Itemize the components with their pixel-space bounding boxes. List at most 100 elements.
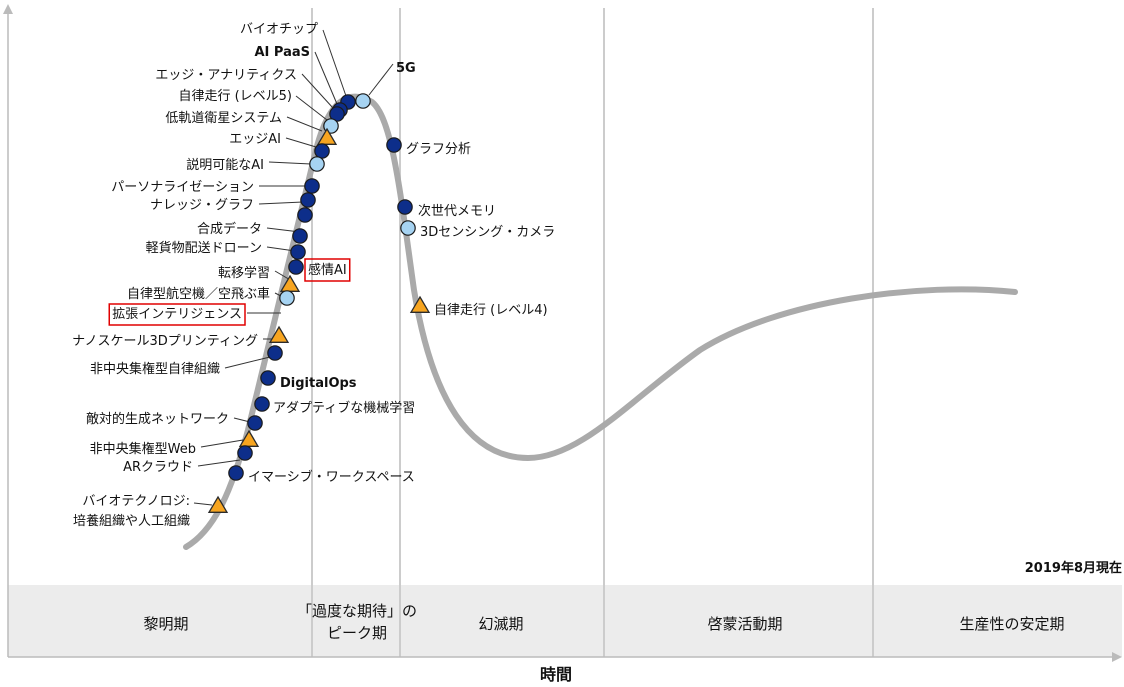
tech-label-20-line-1: アダプティブな機械学習 — [273, 400, 415, 416]
tech-label-26: グラフ分析 — [406, 142, 471, 157]
tech-23-leader-line — [197, 459, 241, 467]
tech-label-2: AI PaaS — [254, 45, 310, 60]
tech-12-leader-line — [266, 246, 296, 252]
phase-label-2-line-2: ピーク期 — [327, 624, 387, 642]
tech-label-16: 拡張インテリジェンス — [112, 307, 242, 322]
marker-layer — [207, 93, 431, 513]
tech-label-13-line-1: 感情AI — [308, 262, 347, 278]
tech-label-10: ナレッジ・グラフ — [150, 198, 254, 213]
tech-24-circle-marker — [228, 465, 244, 481]
x-axis-arrow — [1112, 652, 1122, 662]
tech-label-18-line-1: 非中央集権型自律組織 — [90, 361, 220, 377]
tech-16-circle-marker — [279, 290, 295, 306]
tech-label-27: 次世代メモリ — [418, 203, 496, 219]
phase-band — [8, 585, 1122, 657]
phase-label-5-line-1: 生産性の安定期 — [959, 615, 1064, 633]
tech-label-7-line-1: エッジAI — [229, 132, 281, 147]
tech-label-15: 自律型航空機／空飛ぶ車 — [127, 286, 270, 302]
as-of-date-note: 2019年8月現在 — [1025, 560, 1122, 576]
tech-label-21: 敵対的生成ネットワーク — [86, 411, 229, 427]
tech-7-leader-line — [285, 137, 317, 148]
phase-label-3-line-1: 幻滅期 — [478, 615, 523, 633]
tech-label-5: 自律走行 (レベル5) — [178, 89, 292, 104]
tech-18-circle-marker — [267, 345, 283, 361]
tech-label-27-line-1: 次世代メモリ — [418, 203, 496, 219]
tech-label-26-line-1: グラフ分析 — [406, 142, 471, 157]
tech-label-4: エッジ・アナリティクス — [155, 68, 297, 83]
tech-label-14: 転移学習 — [218, 265, 270, 281]
tech-9-circle-marker — [304, 178, 320, 194]
tech-label-18: 非中央集権型自律組織 — [90, 361, 220, 377]
tech-12-circle-marker — [292, 228, 308, 244]
tech-22-leader-line — [200, 439, 244, 448]
phase-label-4: 啓蒙活動期 — [707, 615, 782, 633]
tech-6-leader-line — [286, 116, 323, 132]
tech-label-13: 感情AI — [308, 262, 347, 278]
tech-label-6: 低軌道衛星システム — [165, 110, 282, 126]
tech-label-11: 合成データ — [197, 221, 262, 237]
tech-label-25: バイオテクノロジ: 培養組織や人工組織 — [73, 494, 190, 529]
tech-label-9-line-1: パーソナライゼーション — [111, 180, 254, 195]
tech-label-29: 自律走行 (レベル4) — [434, 303, 548, 318]
tech-label-28: 3Dセンシング・カメラ — [420, 225, 555, 240]
tech-28-circle-marker — [400, 220, 416, 236]
tech-label-20: アダプティブな機械学習 — [273, 400, 415, 416]
phase-label-1-line-1: 黎明期 — [143, 615, 188, 633]
tech-label-1-line-1: バイオチップ — [240, 22, 318, 37]
tech-label-14-line-1: 転移学習 — [218, 265, 270, 281]
hype-curve — [183, 93, 1018, 550]
tech-10-leader-line — [258, 201, 304, 205]
tech-label-21-line-1: 敵対的生成ネットワーク — [86, 411, 229, 427]
tech-label-19: DigitalOps — [280, 376, 357, 391]
tech-13-highlight-box — [304, 258, 351, 282]
tech-26-circle-marker — [386, 137, 402, 153]
tech-label-4-line-1: エッジ・アナリティクス — [155, 68, 297, 83]
phase-label-2: 「過度な期待」のピーク期 — [297, 602, 417, 642]
phase-band-layer — [8, 585, 1122, 657]
tech-6-triangle-marker — [316, 127, 338, 145]
tech-13-circle-marker — [288, 259, 304, 275]
tech-7-circle-marker — [314, 143, 330, 159]
tech-label-10-line-1: ナレッジ・グラフ — [150, 198, 254, 213]
tech-14-circle-marker — [290, 244, 306, 260]
phase-label-2-line-1: 「過度な期待」の — [297, 602, 417, 620]
tech-2-leader-line — [314, 51, 338, 105]
phase-divider-layer — [311, 8, 874, 657]
tech-19-circle-marker — [260, 370, 276, 386]
tech-label-7: エッジAI — [229, 132, 281, 147]
tech-label-12: 軽貨物配送ドローン — [146, 240, 262, 256]
tech-label-15-line-1: 自律型航空機／空飛ぶ車 — [127, 286, 270, 302]
tech-3-circle-marker — [355, 93, 371, 109]
tech-label-28-line-1: 3Dセンシング・カメラ — [420, 225, 555, 240]
tech-25-triangle-marker — [207, 495, 229, 513]
tech-22-triangle-marker — [238, 429, 260, 447]
tech-4-leader-line — [301, 73, 334, 109]
tech-10-circle-marker — [300, 192, 316, 208]
phase-label-4-line-1: 啓蒙活動期 — [707, 615, 782, 633]
tech-label-1: バイオチップ — [240, 22, 318, 37]
tech-27-circle-marker — [397, 199, 413, 215]
phase-label-5: 生産性の安定期 — [959, 615, 1064, 633]
tech-3-leader-line — [368, 63, 394, 96]
tech-18-leader-line — [224, 356, 271, 369]
tech-21-circle-marker — [247, 415, 263, 431]
tech-label-6-line-1: 低軌道衛星システム — [165, 110, 282, 126]
tech-25-leader-line — [193, 502, 213, 506]
tech-label-22-line-1: 非中央集権型Web — [90, 441, 196, 457]
tech-11-circle-marker — [297, 207, 313, 223]
tech-17-triangle-marker — [268, 325, 290, 343]
axes-layer — [3, 4, 1122, 662]
tech-label-25-line-1: バイオテクノロジ: — [82, 494, 190, 509]
y-axis-arrow — [3, 4, 13, 14]
tech-8-circle-marker — [309, 156, 325, 172]
tech-label-17: ナノスケール3Dプリンティング — [72, 334, 258, 349]
tech-label-23: ARクラウド — [123, 460, 193, 475]
tech-label-5-line-1: 自律走行 (レベル5) — [178, 89, 292, 104]
tech-label-12-line-1: 軽貨物配送ドローン — [146, 240, 262, 256]
tech-label-16-line-1: 拡張インテリジェンス — [112, 307, 242, 322]
tech-label-24: イマーシブ・ワークスペース — [248, 469, 415, 485]
phase-label-3: 幻滅期 — [478, 615, 523, 633]
tech-label-8: 説明可能なAI — [186, 157, 264, 173]
tech-1-leader-line — [322, 29, 347, 97]
tech-label-3-line-1: 5G — [396, 61, 416, 76]
